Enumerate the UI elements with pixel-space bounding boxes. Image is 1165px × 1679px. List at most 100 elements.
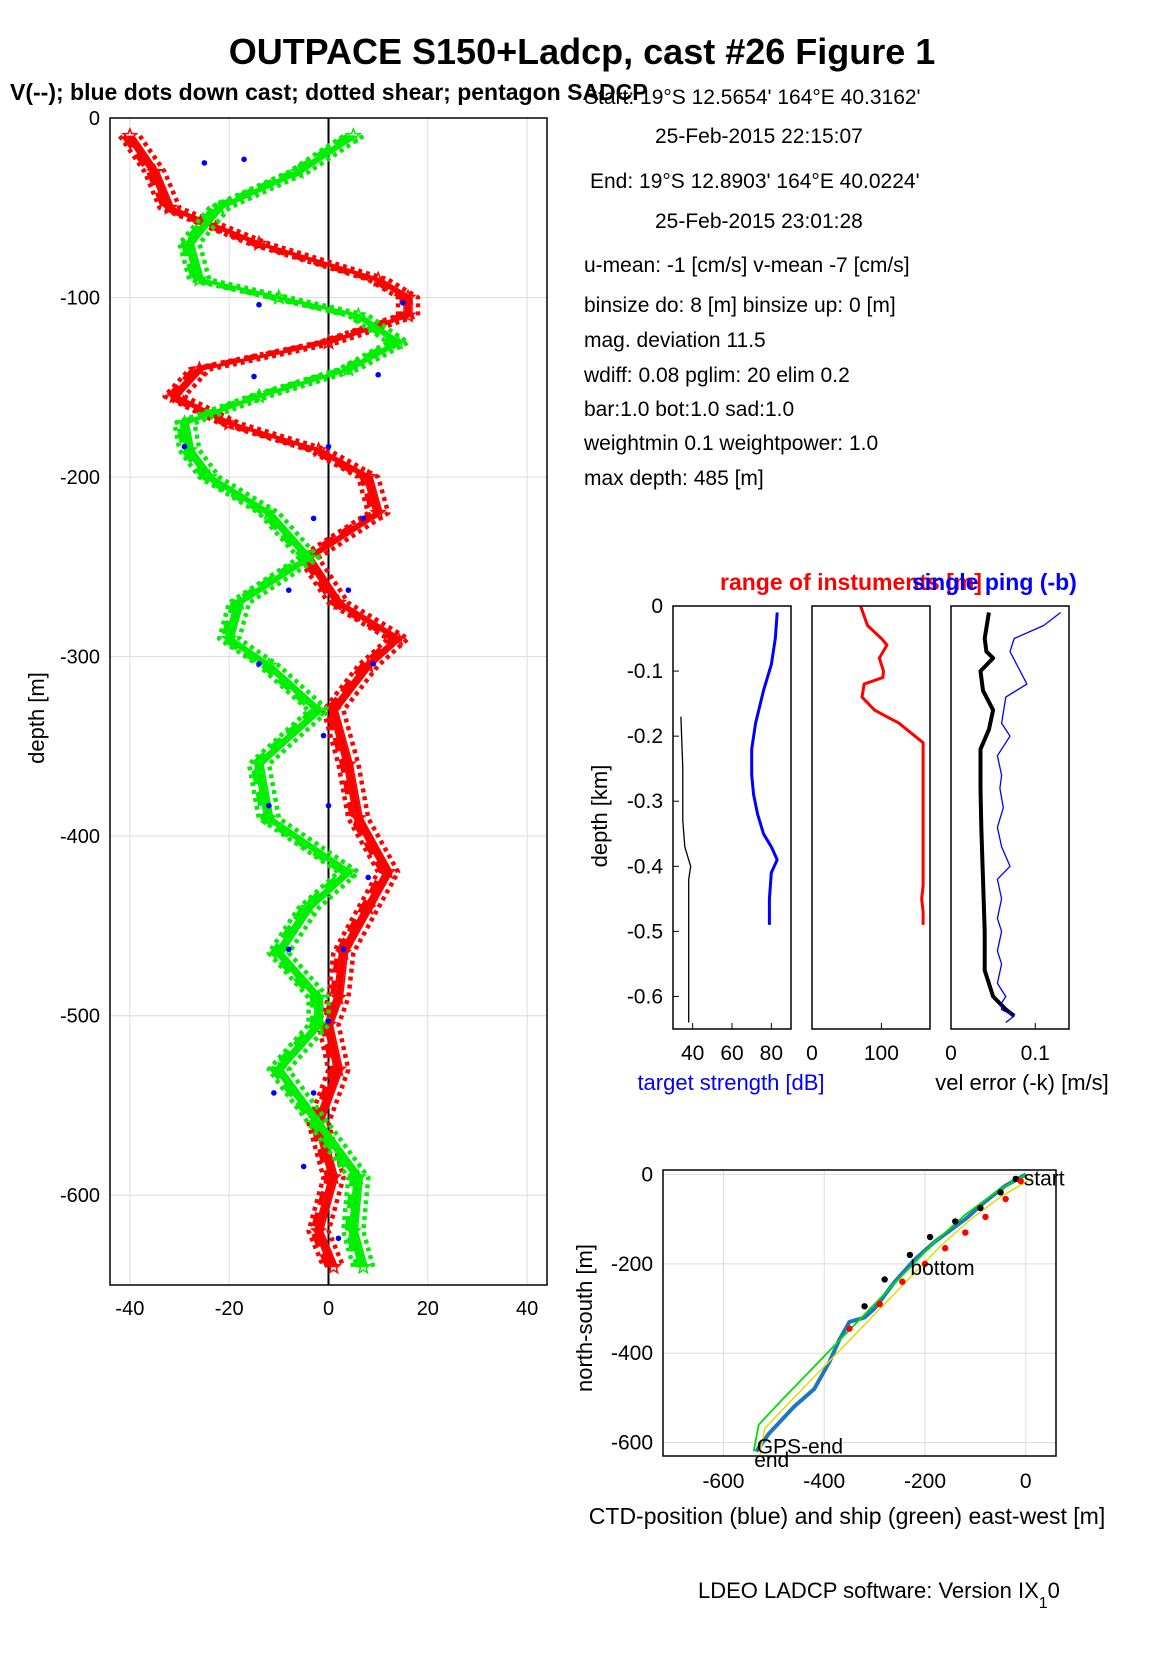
y-tick-label: -400 — [60, 826, 100, 848]
subplot-frame — [811, 605, 931, 1030]
info-line: 25-Feb-2015 23:01:28 — [655, 210, 863, 233]
series-marker-U — [309, 1221, 328, 1239]
position-dot — [952, 1218, 959, 1225]
y-tick-label: -0.4 — [627, 855, 664, 878]
plot-background — [663, 1170, 1056, 1456]
y-tick-label: -200 — [611, 1253, 653, 1276]
position-label: bottom — [910, 1257, 974, 1280]
series-marker-V — [270, 1060, 288, 1077]
east-west-label: CTD-position (blue) and ship (green) eas… — [589, 1503, 1105, 1529]
series-marker-V — [270, 288, 288, 305]
series-marker-V — [260, 656, 278, 674]
downcast-dot — [310, 515, 317, 522]
x-tick-label: 0 — [323, 1298, 334, 1320]
x-tick-label: 0 — [1020, 1470, 1032, 1493]
position-dot — [1012, 1175, 1019, 1183]
y-tick-label: -600 — [611, 1432, 653, 1455]
ctd-track — [754, 1172, 1027, 1453]
downcast-dot — [365, 874, 372, 881]
series-marker-V — [309, 1015, 328, 1032]
series-marker-U — [329, 593, 348, 611]
depth-km-label: depth [km] — [587, 765, 612, 868]
series-marker-V — [180, 234, 199, 251]
subplot-series — [996, 611, 1061, 1024]
series-marker-V — [349, 306, 368, 323]
series-marker-U — [160, 198, 179, 216]
position-dot — [997, 1189, 1004, 1196]
downcast-dot — [370, 660, 376, 667]
info-line: binsize do: 8 [m] binsize up: 0 [m] — [584, 294, 896, 317]
series-marker-V — [389, 333, 407, 350]
ship-track — [758, 1177, 1033, 1456]
y-tick-label: -400 — [611, 1342, 653, 1365]
y-tick-label: -0.2 — [627, 725, 663, 748]
position-dot — [1017, 1177, 1024, 1185]
series-marker-V — [349, 1168, 367, 1185]
position-dot — [881, 1276, 888, 1283]
series-marker-U — [324, 1257, 343, 1275]
x-tick-label: 100 — [864, 1042, 899, 1065]
y-tick-label: -0.3 — [627, 790, 663, 813]
series-marker-V — [309, 988, 328, 1006]
series-line-U — [130, 135, 412, 1268]
downcast-dot — [310, 1090, 317, 1096]
series-marker-U — [369, 503, 387, 521]
x-tick-label: -20 — [215, 1298, 244, 1320]
downcast-dot — [325, 802, 332, 809]
y-tick-label: -0.1 — [627, 660, 663, 683]
downcast-dot — [285, 946, 292, 953]
info-line: 25-Feb-2015 22:15:07 — [655, 125, 863, 148]
range-title: range of instuments [m] — [720, 569, 982, 595]
series-marker-U — [339, 755, 357, 772]
x-tick-label: 0.1 — [1021, 1042, 1050, 1065]
series-marker-U — [379, 863, 397, 880]
series-marker-V — [260, 809, 278, 826]
downcast-dot — [360, 515, 367, 522]
position-dot — [977, 1204, 984, 1212]
x-tick-label: 0 — [945, 1042, 957, 1065]
position-dot — [846, 1325, 853, 1332]
series-marker-V — [250, 755, 268, 772]
series-marker-U — [389, 629, 407, 646]
position-dot — [941, 1245, 949, 1252]
series-marker-V — [290, 162, 308, 180]
series-marker-V — [270, 943, 288, 961]
position-plot: -600 -400 -200 0 0 -200 -400 -600 start bottom GPS… — [572, 1163, 1105, 1529]
series-marker-U — [319, 333, 338, 350]
target-strength-label: target strength [dB] — [637, 1070, 824, 1095]
single-ping-title: single ping (-b) — [912, 569, 1077, 595]
downcast-dot — [300, 1163, 307, 1170]
subplot-series — [750, 612, 779, 925]
downcast-dot — [271, 1090, 277, 1096]
downcast-dot — [320, 732, 327, 739]
subplot-frame — [672, 605, 792, 1030]
series-marker-U — [329, 988, 348, 1006]
position-dot — [876, 1300, 883, 1308]
position-dot — [906, 1251, 914, 1259]
series-marker-U — [359, 468, 377, 485]
downcast-dot — [325, 443, 332, 450]
position-dot — [962, 1229, 969, 1236]
series-marker-U — [329, 1060, 348, 1077]
y-tick-label: 0 — [651, 595, 663, 618]
info-line: mag. deviation 11.5 — [584, 329, 766, 352]
series-marker-U — [309, 440, 328, 458]
y-tick-label: -600 — [60, 1185, 100, 1207]
series-marker-V — [354, 1257, 372, 1275]
y-tick-label: 0 — [89, 108, 100, 130]
series-marker-U — [399, 306, 417, 323]
series-marker-V — [250, 387, 268, 404]
series-dash-V — [176, 133, 395, 1268]
downcast-dot — [256, 301, 262, 308]
series-marker-U — [146, 162, 164, 180]
subplot-series — [978, 612, 1016, 1018]
downcast-dot — [256, 660, 262, 667]
downcast-dot — [325, 1018, 332, 1024]
subplot-background — [812, 606, 930, 1029]
subplot-series — [680, 716, 692, 1023]
series-marker-U — [190, 360, 208, 377]
downcast-dot — [241, 156, 247, 163]
subplot-background — [951, 606, 1069, 1029]
series-marker-V — [220, 629, 238, 646]
series-marker-U — [220, 414, 238, 431]
